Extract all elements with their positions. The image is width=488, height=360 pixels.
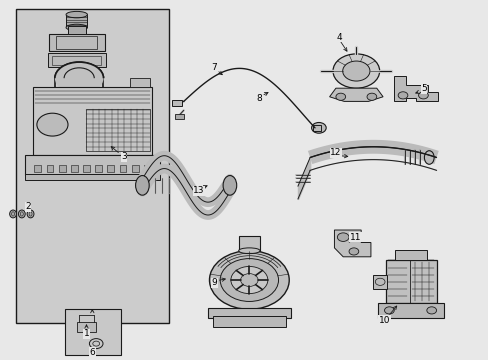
Bar	[107, 165, 114, 172]
Circle shape	[366, 93, 376, 100]
Bar	[83, 165, 90, 172]
Bar	[68, 26, 85, 33]
Ellipse shape	[135, 176, 149, 195]
Text: 5: 5	[420, 84, 426, 93]
Polygon shape	[48, 33, 105, 51]
Circle shape	[209, 251, 288, 309]
Bar	[131, 165, 138, 172]
Ellipse shape	[27, 210, 34, 218]
Bar	[212, 316, 285, 327]
Text: 13: 13	[193, 186, 204, 195]
Ellipse shape	[55, 62, 103, 94]
Text: 4: 4	[336, 33, 342, 42]
Bar	[25, 174, 160, 180]
Bar	[46, 165, 53, 172]
Bar	[207, 308, 290, 318]
Bar	[119, 165, 126, 172]
Circle shape	[311, 122, 325, 133]
Bar	[16, 9, 169, 323]
Circle shape	[397, 92, 407, 99]
Text: 7: 7	[211, 63, 217, 72]
Bar	[71, 165, 78, 172]
Text: 1: 1	[83, 329, 89, 338]
Text: 11: 11	[349, 233, 360, 242]
Text: 10: 10	[378, 315, 389, 324]
Ellipse shape	[19, 210, 25, 218]
Polygon shape	[329, 88, 382, 102]
Bar	[238, 237, 260, 251]
Circle shape	[384, 307, 393, 314]
Bar	[33, 87, 152, 155]
Bar	[56, 36, 97, 49]
Bar	[47, 53, 106, 67]
Text: 2: 2	[25, 202, 31, 211]
Circle shape	[335, 93, 345, 100]
Bar	[377, 302, 443, 318]
Ellipse shape	[66, 24, 87, 31]
Circle shape	[240, 274, 258, 287]
Bar	[59, 165, 65, 172]
Bar	[34, 165, 41, 172]
Bar	[16, 9, 169, 323]
Text: 9: 9	[211, 278, 217, 287]
Bar	[143, 165, 150, 172]
Ellipse shape	[238, 248, 260, 253]
Bar	[86, 109, 149, 152]
Circle shape	[348, 248, 358, 255]
Bar	[385, 260, 436, 303]
Circle shape	[332, 54, 379, 88]
Circle shape	[220, 258, 278, 301]
Bar	[130, 78, 149, 87]
Circle shape	[426, 307, 436, 314]
Bar	[171, 100, 182, 106]
Polygon shape	[334, 230, 370, 257]
Text: 8: 8	[256, 94, 262, 103]
Circle shape	[337, 233, 348, 242]
Ellipse shape	[10, 210, 17, 218]
Bar	[77, 322, 96, 332]
Bar	[64, 309, 120, 355]
Circle shape	[342, 61, 369, 81]
Bar	[175, 114, 184, 118]
Circle shape	[37, 113, 68, 136]
Circle shape	[418, 92, 427, 99]
Ellipse shape	[424, 151, 433, 164]
Ellipse shape	[66, 12, 87, 18]
Bar	[95, 165, 102, 172]
Bar	[52, 56, 101, 65]
Bar	[394, 250, 426, 260]
Bar	[372, 275, 386, 289]
Text: 6: 6	[89, 348, 95, 357]
Text: 3: 3	[121, 152, 126, 161]
Bar	[312, 125, 321, 131]
Text: 12: 12	[329, 148, 341, 157]
Polygon shape	[393, 76, 437, 102]
Ellipse shape	[223, 176, 236, 195]
Bar	[66, 15, 87, 27]
Circle shape	[230, 266, 267, 294]
Bar	[25, 155, 160, 175]
